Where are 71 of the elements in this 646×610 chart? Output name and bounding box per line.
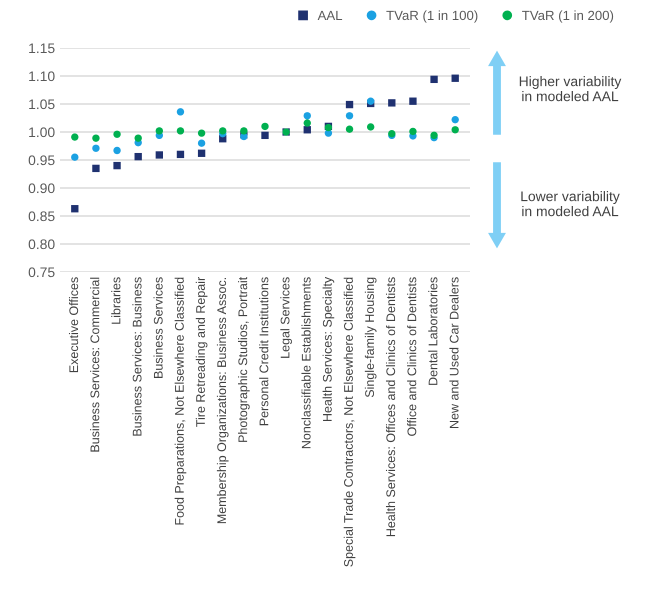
- point: [366, 98, 374, 105]
- point: [452, 116, 459, 124]
- y-tick-label: 1.10: [29, 71, 55, 82]
- y-tick-label: 1.15: [29, 43, 55, 54]
- point: [304, 119, 311, 127]
- point: [198, 150, 206, 157]
- legend-label: TVaR (1 in 100): [386, 10, 478, 23]
- x-tick-label: Personal Credit Institutions: [259, 277, 268, 426]
- x-tick-label: New and Used Car Dealers: [449, 277, 459, 428]
- x-tick-label: Business Services: Commercial: [90, 278, 100, 452]
- point: [219, 127, 226, 135]
- point: [71, 154, 78, 161]
- x-tick-label: Health Services: Specialty: [322, 276, 334, 422]
- point: [176, 127, 184, 135]
- point: [92, 144, 100, 152]
- y-tick-label: 0.85: [28, 211, 55, 222]
- point: [198, 140, 206, 147]
- point: [134, 134, 142, 142]
- point: [346, 126, 354, 133]
- x-tick-label: Food Preparations, Not Elsewhere Classified: [174, 278, 186, 525]
- x-tick-label: Nonclassifiable Establishments: [301, 277, 311, 448]
- x-tick-label: Tire Retreading and Repair: [196, 277, 208, 427]
- point: [261, 132, 269, 140]
- point: [92, 164, 100, 172]
- y-tick-label: 0.75: [28, 267, 55, 278]
- point: [156, 127, 164, 135]
- point: [176, 108, 184, 116]
- y-tick-label: 1.05: [29, 99, 55, 110]
- x-tick-label: Dental Laboratories: [428, 277, 438, 385]
- point: [452, 126, 459, 134]
- x-tick-label: Business Services: [154, 277, 163, 378]
- point: [113, 130, 121, 138]
- y-tick-label: 0.80: [28, 239, 55, 250]
- point: [261, 122, 269, 130]
- point: [452, 74, 459, 82]
- x-tick-label: Membership Organizations: Business Assoc.: [216, 278, 229, 524]
- point: [409, 98, 417, 105]
- point: [92, 134, 100, 142]
- y-tick-label: 0.90: [28, 183, 55, 194]
- text: Lower variability in modeled AAL: [521, 191, 620, 216]
- x-tick-label: Legal Services: [280, 277, 292, 358]
- point: [134, 152, 142, 160]
- y-tick-label: 0.95: [28, 155, 55, 166]
- point: [113, 146, 121, 154]
- point: [346, 100, 354, 108]
- point: [198, 129, 206, 137]
- x-tick-label: Executive Offices: [68, 277, 78, 372]
- x-tick-label: Photographic Studios, Portrait: [238, 276, 250, 442]
- legend-label: TVaR (1 in 200): [522, 10, 614, 23]
- x-tick-label: Office and Clinics of Dentists: [407, 277, 416, 436]
- point: [304, 112, 311, 120]
- point: [388, 99, 396, 107]
- point: [240, 127, 248, 135]
- point: [430, 76, 438, 84]
- legend-label: AAL: [318, 10, 342, 20]
- point: [71, 205, 78, 212]
- point: [176, 150, 184, 158]
- point: [409, 128, 417, 136]
- x-tick-label: Special Trade Contractors, Not Elsewhere Classified: [344, 278, 356, 567]
- point: [366, 123, 374, 131]
- x-tick-label: Business Services: Business: [132, 277, 142, 436]
- x-tick-label: Libraries: [111, 277, 120, 324]
- text: Higher variability in modeled AAL: [520, 76, 622, 102]
- point: [346, 112, 354, 120]
- x-tick-label: Health Services: Offices and Clinics of Dentists: [386, 277, 396, 536]
- point: [71, 133, 78, 141]
- point: [113, 162, 121, 170]
- point: [304, 126, 311, 134]
- y-tick-label: 1.00: [29, 127, 55, 138]
- point: [156, 151, 164, 159]
- x-tick-label: Single-family Housing: [364, 278, 376, 398]
